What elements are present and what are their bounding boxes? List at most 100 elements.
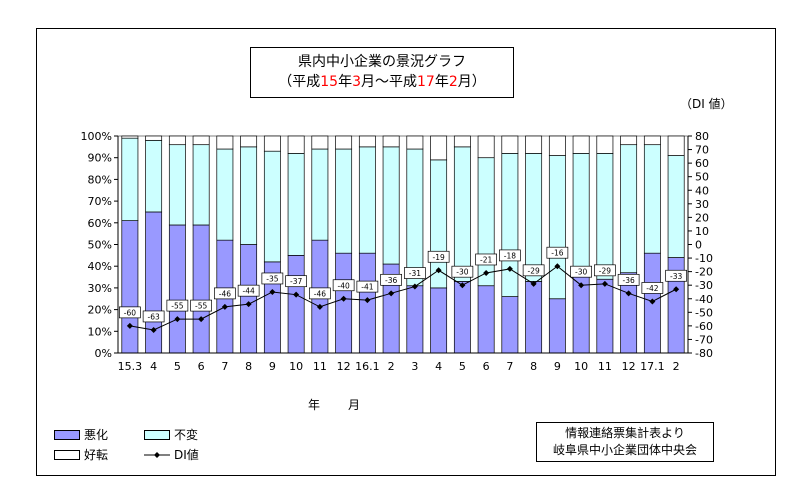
y-right-tick-label: 20 (695, 211, 709, 224)
di-data-label: -31 (409, 269, 421, 278)
bar-segment-good (453, 135, 471, 148)
bar-segment-good (406, 135, 424, 150)
legend-item-di: DI値 (144, 446, 199, 463)
di-label-box (522, 264, 545, 277)
bar-segment-good (335, 135, 353, 150)
bar-segment-unchanged (263, 150, 281, 263)
x-tick-label: 4 (150, 360, 157, 373)
x-tick-label: 9 (269, 360, 276, 373)
di-polyline (129, 265, 677, 331)
source-note: 情報連絡票集計表より 岐阜県中小企業団体中央会 (536, 422, 714, 462)
y-left-tick-label: 10% (88, 325, 112, 338)
di-label-box (142, 310, 165, 323)
bar-segment-good (216, 135, 234, 150)
di-point (411, 283, 418, 290)
bar-segment-good (525, 135, 543, 154)
bar-segment-unchanged (501, 153, 519, 297)
x-tick-label: 2 (388, 360, 395, 373)
x-tick-label: 5 (459, 360, 466, 373)
di-data-label: -29 (528, 266, 540, 275)
y-right-tick-label: 70 (695, 144, 709, 157)
bar-segment-bad (168, 224, 186, 354)
di-point (601, 280, 608, 287)
di-point (150, 326, 157, 333)
y-right-tick-label: 10 (695, 225, 709, 238)
bars (121, 135, 685, 354)
di-label-box (404, 267, 426, 279)
di-data-label: -35 (266, 274, 278, 283)
di-labels: -60 -63 -55 -55 -46 -44 -35 -37 -46 -40 -41 -36 -31 -… (119, 246, 687, 323)
di-data-label: -36 (385, 276, 397, 285)
bar-segment-bad (121, 220, 139, 354)
di-data-label: -42 (646, 284, 658, 293)
di-label-box (617, 273, 640, 286)
x-tick-label: 8 (530, 360, 537, 373)
di-label-box (427, 250, 450, 263)
x-tick-label: 7 (506, 360, 513, 373)
bar-segment-good (311, 135, 329, 150)
axes: 0%10%20%30%40%50%60%70%80%90%100%-80-70-… (81, 130, 713, 373)
di-point (340, 295, 347, 302)
di-data-label: -16 (551, 249, 563, 258)
di-line (126, 263, 680, 333)
bar-segment-bad (596, 278, 614, 354)
x-tick-label: 12 (622, 360, 636, 373)
di-label-box (475, 253, 497, 266)
bar-segment-good (240, 135, 258, 148)
bar-segment-unchanged (453, 146, 471, 282)
di-data-label: -33 (670, 272, 682, 281)
x-tick-label: 11 (313, 360, 327, 373)
bar-segment-bad (192, 224, 210, 354)
title-part: 年 (434, 74, 449, 90)
x-tick-label: 2 (673, 360, 680, 373)
y-left-tick-label: 60% (88, 217, 112, 230)
di-point (625, 290, 632, 297)
legend-label-bad: 悪化 (84, 428, 109, 442)
source-line2: 岐阜県中小企業団体中央会 (552, 443, 697, 457)
bar-segment-bad (501, 296, 519, 354)
x-tick-label: 10 (574, 360, 588, 373)
bar-segment-bad (430, 287, 448, 354)
bar-segment-bad (572, 276, 590, 354)
di-data-label: -55 (171, 302, 183, 311)
di-data-label: -18 (504, 251, 516, 260)
bar-segment-unchanged (287, 153, 305, 256)
bar-segment-bad (335, 252, 353, 354)
bar-segment-good (572, 135, 590, 154)
bar-segment-unchanged (667, 155, 685, 258)
x-tick-label: 6 (483, 360, 490, 373)
bar-segment-good (287, 135, 305, 154)
bar-segment-good (168, 135, 186, 146)
legend-swatch-di (144, 451, 170, 458)
legend: 悪化 不変 好転 DI値 (46, 424, 226, 464)
di-label-box (546, 246, 569, 259)
di-data-label: -30 (575, 268, 587, 277)
di-label-box (166, 299, 189, 312)
x-tick-label: 6 (198, 360, 205, 373)
bar-segment-good (192, 135, 210, 146)
bar-segment-unchanged (572, 153, 590, 278)
y-right-tick-label: -80 (695, 347, 713, 360)
di-label-box (190, 299, 212, 312)
title-part-year-end: 17 (417, 74, 435, 90)
y-left-tick-label: 40% (88, 260, 112, 273)
bar-segment-unchanged (406, 148, 424, 287)
y-left-tick-label: 70% (88, 195, 112, 208)
di-data-label: -63 (148, 312, 160, 321)
bar-segment-good (596, 135, 614, 154)
di-point (388, 290, 395, 297)
x-tick-label: 3 (411, 360, 418, 373)
di-label-box (356, 280, 379, 293)
bar-segment-good (430, 135, 448, 161)
di-data-label: -41 (361, 283, 373, 292)
bar-segment-unchanged (311, 148, 329, 241)
bar-segment-bad (548, 298, 566, 354)
di-label-box (570, 265, 592, 278)
bar-segment-good (382, 135, 400, 148)
bar-segment-unchanged (121, 137, 139, 221)
di-label-box (451, 265, 474, 278)
chart-title: 県内中小企業の景況グラフ （平成15年3月～平成17年2月） (250, 47, 514, 98)
y-right-tick-label: 40 (695, 184, 709, 197)
title-line2: （平成15年3月～平成17年2月） (251, 72, 513, 92)
